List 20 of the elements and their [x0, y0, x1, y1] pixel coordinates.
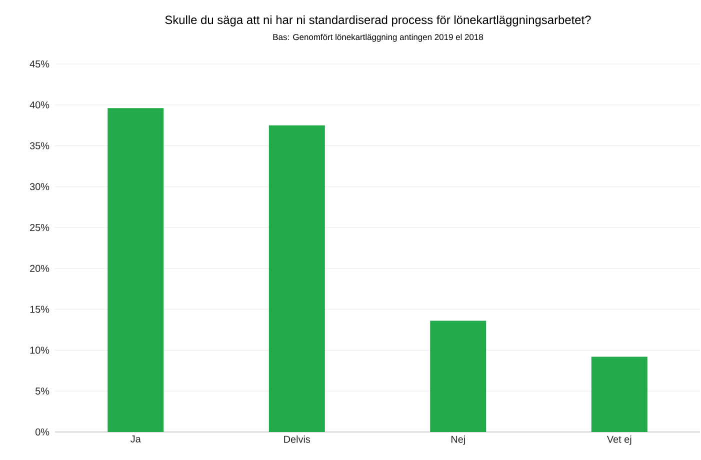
y-tick-label: 45% — [30, 60, 50, 68]
chart-subtitle: Bas: Genomfört lönekartläggning antingen 2019 el 2018 — [273, 34, 483, 42]
y-tick-label: 40% — [30, 101, 50, 108]
bar — [108, 108, 164, 432]
bar — [430, 320, 486, 432]
x-tick-label: Nej — [451, 436, 465, 445]
y-tick-label: 5% — [35, 388, 50, 395]
bar — [591, 356, 648, 432]
y-tick-label: 25% — [30, 224, 50, 232]
x-tick-label: Vet ej — [606, 436, 632, 445]
x-tick-label: Delvis — [284, 436, 310, 443]
y-tick-label: 15% — [30, 306, 50, 313]
bar — [268, 125, 325, 432]
y-tick-label: 10% — [30, 346, 50, 354]
y-tick-label: 35% — [30, 142, 50, 150]
y-tick-label: 0% — [35, 428, 50, 436]
y-tick-label: 20% — [30, 264, 50, 272]
x-tick-label: Ja — [130, 436, 141, 442]
y-tick-label: 30% — [30, 183, 50, 190]
chart-title: Skulle du säga att ni har ni standardiserad process för lönekartläggningsarbetet? — [165, 15, 591, 26]
